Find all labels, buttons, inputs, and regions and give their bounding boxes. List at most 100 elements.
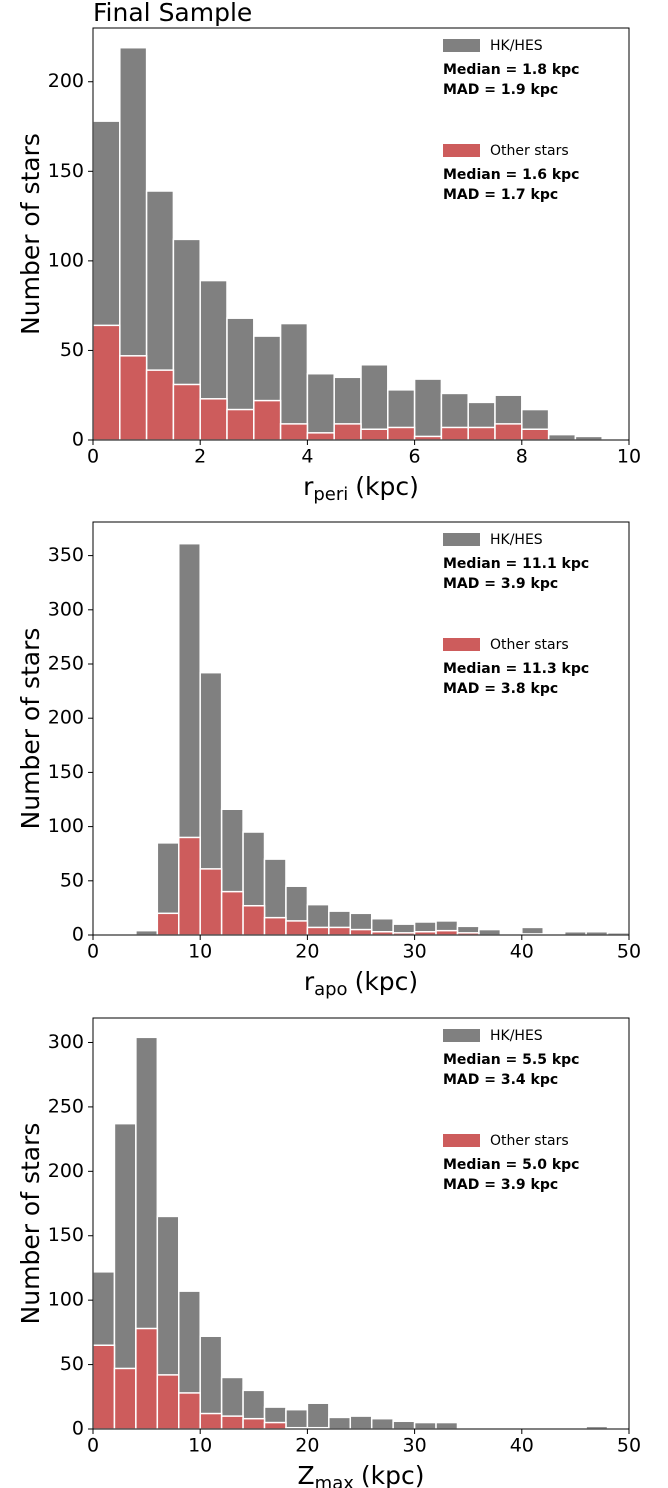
bar — [328, 1416, 352, 1430]
bar — [242, 904, 266, 936]
legend-stat: Median = 1.6 kpc — [443, 167, 579, 183]
legend-stat: MAD = 3.8 kpc — [443, 681, 558, 697]
legend-label: Other stars — [490, 143, 569, 159]
x-tick-label: 40 — [510, 1435, 534, 1457]
bar — [435, 929, 459, 936]
bar — [242, 1417, 266, 1430]
legend-stat: MAD = 3.4 kpc — [443, 1072, 558, 1088]
x-label-unit: (kpc) — [361, 1461, 425, 1488]
bar — [440, 426, 469, 441]
bar — [113, 1367, 137, 1430]
y-tick-label: 0 — [72, 1418, 84, 1440]
bar — [478, 928, 502, 936]
y-tick-label: 50 — [60, 869, 84, 891]
x-tick-label: 10 — [617, 446, 641, 468]
x-axis-label: rperi (kpc) — [303, 472, 419, 505]
legend-label: Other stars — [490, 1133, 569, 1149]
bar — [387, 426, 416, 441]
y-tick-label: 50 — [60, 1353, 84, 1375]
legend-stat: Median = 5.5 kpc — [443, 1052, 579, 1068]
bar — [279, 322, 309, 441]
x-axis-label: rapo (kpc) — [304, 967, 418, 1000]
bar — [199, 1412, 223, 1430]
bar — [306, 926, 330, 936]
bar — [92, 324, 121, 441]
bar — [467, 426, 496, 441]
bar — [156, 912, 180, 936]
y-tick-label: 250 — [48, 1095, 84, 1117]
chart-title: Final Sample — [93, 0, 252, 27]
y-tick-label: 150 — [48, 160, 84, 182]
legend-label: HK/HES — [490, 1028, 543, 1044]
x-tick-label: 50 — [617, 941, 641, 963]
legend-swatch — [443, 533, 480, 546]
legend-swatch — [443, 638, 480, 651]
legend-stat: MAD = 1.9 kpc — [443, 82, 558, 98]
y-axis-label: Number of stars — [16, 1123, 45, 1325]
bar — [199, 398, 228, 441]
x-label-main: r — [303, 472, 314, 501]
bar — [220, 890, 244, 936]
legend-swatch — [443, 39, 480, 52]
legend-label: Other stars — [490, 637, 569, 653]
x-tick-label: 8 — [516, 446, 528, 468]
x-tick-label: 0 — [87, 941, 99, 963]
x-tick-label: 30 — [403, 941, 427, 963]
legend-swatch — [443, 1029, 480, 1042]
bar — [360, 428, 389, 441]
x-label-main: r — [304, 967, 315, 996]
x-tick-label: 20 — [295, 1435, 319, 1457]
y-axis-label: Number of stars — [16, 628, 45, 830]
y-tick-label: 100 — [48, 815, 84, 837]
y-tick-label: 100 — [48, 1289, 84, 1311]
x-label-sub: peri — [313, 484, 348, 505]
bar — [349, 928, 373, 936]
bar — [156, 1374, 180, 1430]
x-tick-label: 10 — [188, 1435, 212, 1457]
y-tick-label: 150 — [48, 761, 84, 783]
bar — [226, 408, 255, 441]
bar — [413, 378, 443, 441]
plot-frame — [92, 521, 630, 936]
bar — [178, 1392, 201, 1430]
bar — [253, 399, 282, 441]
bar — [574, 435, 603, 441]
bar — [285, 920, 309, 936]
bar — [263, 916, 287, 936]
bar — [119, 355, 148, 441]
x-tick-label: 6 — [409, 446, 421, 468]
legend-stat: Median = 5.0 kpc — [443, 1157, 579, 1173]
bar — [547, 433, 577, 441]
bar — [392, 1420, 416, 1430]
y-tick-label: 200 — [48, 1160, 84, 1182]
bar — [285, 1408, 309, 1430]
y-tick-label: 300 — [48, 1031, 84, 1053]
y-axis-label: Number of stars — [16, 133, 45, 335]
x-label-sub: apo — [314, 979, 347, 1000]
plot-frame — [92, 1017, 630, 1430]
y-tick-label: 100 — [48, 249, 84, 271]
legend-stat: Median = 11.1 kpc — [443, 556, 589, 572]
y-tick-label: 300 — [48, 598, 84, 620]
bar — [521, 428, 550, 441]
x-tick-label: 4 — [301, 446, 313, 468]
bar — [135, 1327, 159, 1430]
bar — [413, 1421, 437, 1430]
legend-stat: Median = 11.3 kpc — [443, 661, 589, 677]
x-label-unit: (kpc) — [355, 472, 419, 501]
bar — [263, 1421, 287, 1430]
bar — [349, 1415, 373, 1430]
x-axis-label: Zmax (kpc) — [298, 1461, 425, 1488]
bar — [178, 836, 201, 936]
legend-swatch — [443, 1134, 480, 1147]
bar — [306, 432, 335, 441]
x-tick-label: 30 — [403, 1435, 427, 1457]
y-tick-label: 0 — [72, 924, 84, 946]
x-label-main: Z — [298, 1461, 315, 1488]
bar — [306, 1402, 330, 1430]
plot-frame — [92, 27, 630, 441]
bar — [413, 435, 443, 441]
x-label-sub: max — [315, 1473, 355, 1488]
y-tick-label: 0 — [72, 429, 84, 451]
